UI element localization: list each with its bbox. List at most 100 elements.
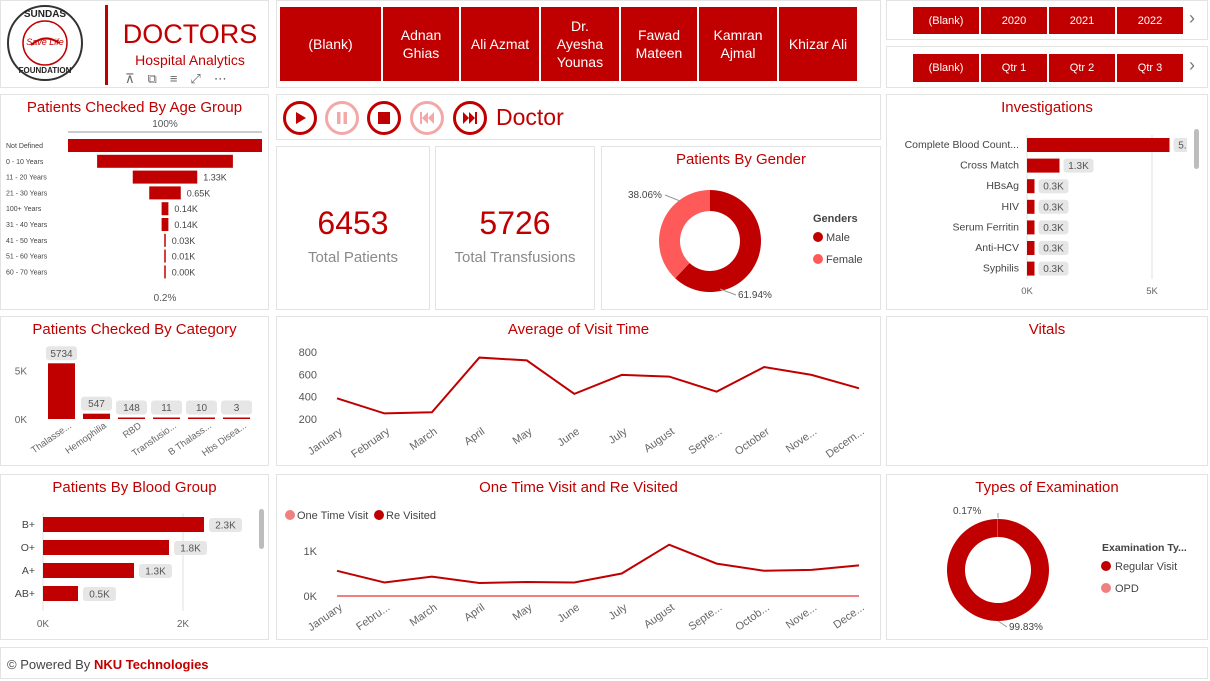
quarter-slicer-item[interactable]: Qtr 2 bbox=[1049, 54, 1115, 82]
blood-group-scrollbar[interactable] bbox=[259, 509, 264, 549]
year-slicer-item[interactable]: 2021 bbox=[1049, 7, 1115, 34]
investigation-value-bg bbox=[1038, 241, 1069, 255]
x-tick-label: 5K bbox=[1146, 286, 1158, 297]
play-axis: Doctor bbox=[276, 94, 881, 140]
age-group-funnel: 100% Not Defined 0 - 10 Years 11 - 20 Years… bbox=[6, 119, 262, 304]
y-tick-label: 200 bbox=[299, 414, 317, 426]
blood-group-value-bg bbox=[139, 564, 172, 578]
funnel-bar bbox=[161, 202, 169, 216]
year-slicer-item[interactable]: 2022 bbox=[1117, 7, 1183, 34]
funnel-value-label: 0.14K bbox=[174, 220, 198, 230]
funnel-value-label: 0.01K bbox=[172, 252, 196, 262]
legend-marker-icon bbox=[1101, 561, 1111, 571]
pause-button[interactable] bbox=[325, 101, 359, 135]
previous-button[interactable] bbox=[410, 101, 444, 135]
doctor-slicer-item[interactable]: Dr. Ayesha Younas bbox=[541, 7, 619, 81]
x-tick-label: August bbox=[642, 426, 677, 455]
chevron-right-icon[interactable]: › bbox=[1189, 8, 1195, 28]
x-tick-label: August bbox=[642, 602, 677, 631]
blood-group-label: O+ bbox=[21, 542, 35, 554]
male-leader-line bbox=[719, 288, 737, 296]
logo-top-text: SUNDAS bbox=[23, 9, 67, 20]
year-slicer-item[interactable]: (Blank) bbox=[913, 7, 979, 34]
x-tick-label: RBD bbox=[121, 420, 144, 441]
doctor-slicer-item[interactable]: Fawad Mateen bbox=[621, 7, 697, 81]
visit-time-title: Average of Visit Time bbox=[507, 321, 650, 338]
investigation-value: 5.7K bbox=[1178, 141, 1187, 152]
focus-mode-icon[interactable]: ⤢ bbox=[190, 71, 214, 86]
y-tick-label: 0K bbox=[304, 591, 318, 603]
investigation-value: 0.3K bbox=[1043, 202, 1064, 213]
x-tick-label: June bbox=[556, 426, 582, 450]
doctor-slicer-item[interactable]: Adnan Ghias bbox=[383, 7, 459, 81]
footer-prefix: Powered By bbox=[20, 657, 91, 672]
doctor-slicer-item[interactable]: (Blank) bbox=[280, 7, 381, 81]
quarter-slicer-item[interactable]: (Blank) bbox=[913, 54, 979, 82]
next-button[interactable] bbox=[453, 101, 487, 135]
investigations-title: Investigations bbox=[1001, 99, 1093, 116]
opd-pct-label: 0.17% bbox=[953, 506, 981, 517]
quarter-slicer-item[interactable]: Qtr 3 bbox=[1117, 54, 1183, 82]
funnel-category-label: 31 - 40 Years bbox=[6, 222, 48, 229]
y-tick-label: 5K bbox=[15, 366, 28, 377]
legend-marker-icon bbox=[285, 510, 295, 520]
copy-icon[interactable]: ⧉ bbox=[147, 71, 170, 86]
blood-group-bar bbox=[43, 540, 169, 555]
y-tick-label: 600 bbox=[299, 369, 317, 381]
stop-button[interactable] bbox=[367, 101, 401, 135]
visit-time-card: Average of Visit Time 800 600 400 200 Januar… bbox=[276, 316, 881, 466]
category-value: 148 bbox=[123, 403, 140, 414]
investigation-label: Cross Match bbox=[960, 160, 1019, 172]
category-bar bbox=[188, 417, 215, 419]
play-button[interactable] bbox=[283, 101, 317, 135]
investigations-scrollbar[interactable] bbox=[1194, 129, 1199, 169]
female-slice bbox=[659, 190, 710, 279]
total-patients-label: Total Patients bbox=[307, 249, 399, 266]
footer-company[interactable]: NKU Technologies bbox=[93, 657, 209, 672]
doctor-slicer: (Blank) Adnan Ghias Ali Azmat Dr. Ayesha… bbox=[276, 0, 881, 88]
investigation-value-bg bbox=[1173, 138, 1187, 152]
x-tick-label: Nove... bbox=[784, 426, 819, 456]
pause-icon bbox=[337, 112, 347, 124]
male-slice bbox=[675, 190, 761, 292]
funnel-bar bbox=[68, 139, 262, 152]
quarter-slicer-item[interactable]: Qtr 1 bbox=[981, 54, 1047, 82]
category-value: 5734 bbox=[50, 349, 73, 360]
total-transfusions-label: Total Transfusions bbox=[454, 249, 576, 266]
x-tick-label: June bbox=[556, 602, 582, 626]
doctor-slicer-item[interactable]: Khizar Ali bbox=[779, 7, 857, 81]
total-transfusions-card: 5726 Total Transfusions bbox=[435, 146, 595, 310]
total-transfusions-value: 5726 bbox=[479, 205, 551, 241]
investigation-value-bg bbox=[1038, 179, 1069, 194]
x-tick-label: 0K bbox=[37, 619, 50, 630]
play-axis-label: Doctor bbox=[496, 104, 564, 130]
investigation-label: Syphilis bbox=[983, 263, 1019, 275]
investigation-bar bbox=[1027, 220, 1035, 235]
category-value-bg bbox=[46, 346, 77, 361]
x-tick-label: May bbox=[511, 601, 535, 623]
doctor-slicer-item[interactable]: Kamran Ajmal bbox=[699, 7, 777, 81]
year-slicer-item[interactable]: 2020 bbox=[981, 7, 1047, 34]
year-slicer: (Blank) 2020 2021 2022 › bbox=[886, 0, 1208, 40]
chevron-right-icon[interactable]: › bbox=[1189, 55, 1195, 75]
blood-group-chart: B+ 2.3K O+ 1.8K A+ 1.3K AB+ 0.5K 0K 2K bbox=[15, 513, 242, 630]
investigation-value-bg bbox=[1038, 199, 1069, 214]
filter-icon[interactable]: ≡ bbox=[169, 71, 191, 86]
more-options-icon[interactable]: ⋯ bbox=[213, 71, 240, 86]
funnel-bar bbox=[149, 186, 181, 200]
gender-legend-label: Male bbox=[826, 232, 850, 244]
investigation-value-bg bbox=[1063, 158, 1094, 173]
investigations-chart: Complete Blood Count... 5.7K Cross Match 1.… bbox=[905, 135, 1187, 297]
investigation-bar bbox=[1027, 241, 1035, 255]
category-bar bbox=[83, 413, 110, 419]
blood-group-value-bg bbox=[209, 518, 242, 532]
pin-icon[interactable]: ⊼ bbox=[125, 71, 148, 86]
investigation-bar bbox=[1027, 138, 1170, 152]
investigation-value-bg bbox=[1038, 220, 1069, 235]
doctor-slicer-item[interactable]: Ali Azmat bbox=[461, 7, 539, 81]
examination-legend-title: Examination Ty... bbox=[1102, 542, 1187, 554]
y-tick-label: 1K bbox=[304, 546, 318, 558]
x-tick-label: May bbox=[511, 425, 535, 447]
